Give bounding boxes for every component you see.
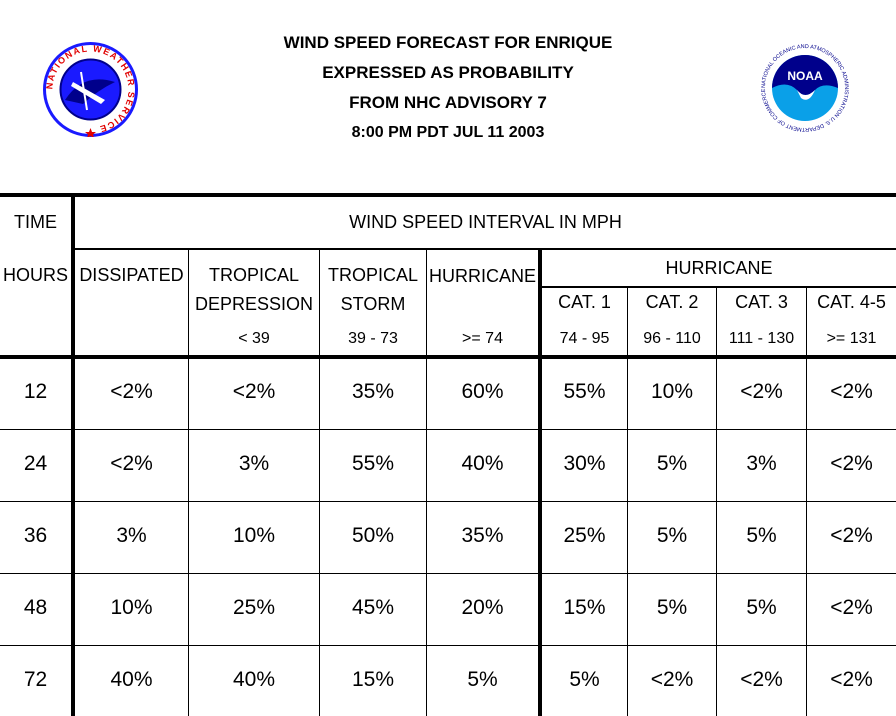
table-cell: 20% [461,596,504,619]
svg-text:NOAA: NOAA [787,69,823,83]
table-cell: 5% [746,596,777,619]
header-ts-range: 39 - 73 [348,330,398,347]
table-cell: <2% [830,596,873,619]
table-cell: 5% [467,668,498,691]
header-ts-line2: STORM [340,294,406,314]
table-cell: <2% [650,668,694,691]
header-hurricane-group: HURRICANE [665,258,773,278]
row-divider-2 [0,501,896,502]
col-divider-time [71,193,75,716]
header-td-range: < 39 [238,330,270,347]
table-cell: 5% [746,524,777,547]
table-cell: 3% [238,452,270,475]
table-cell: 55% [563,380,606,403]
col-divider-6 [716,287,717,716]
header-hurricane-range: >= 74 [462,330,503,347]
col-divider-hurricane [538,249,542,716]
row-divider-4 [0,645,896,646]
table-cell: 10% [110,596,153,619]
table-cell: 30% [563,452,606,475]
header-cat1: CAT. 1 [558,292,611,312]
table-cell: 25% [232,596,276,619]
header-cat2: CAT. 2 [645,292,699,312]
row-hours: 24 [23,452,48,475]
header-divider [72,248,896,250]
table-cell: 5% [569,668,600,691]
header-cat3-range: 111 - 130 [728,330,795,347]
table-cell: 3% [116,524,147,547]
header-cat3: CAT. 3 [735,292,788,312]
row-divider-1 [0,429,896,430]
table-cell: 35% [461,524,504,547]
row-divider-3 [0,573,896,574]
col-divider-5 [627,287,628,716]
title-line-1: WIND SPEED FORECAST FOR ENRIQUE [283,33,613,52]
table-cell: 40% [110,668,153,691]
title-line-2: EXPRESSED AS PROBABILITY [322,63,574,82]
table-cell: 10% [232,524,276,547]
table-cell: 40% [232,668,276,691]
header-td-line2: DEPRESSION [194,294,314,314]
header-cat45: CAT. 4-5 [817,292,886,312]
hurricane-group-divider [540,286,896,288]
table-cell: 55% [351,452,395,475]
table-cell: <2% [830,668,873,691]
header-td-line1: TROPICAL [208,265,300,285]
header-cat45-range: >= 131 [826,330,877,347]
title-line-4: 8:00 PM PDT JUL 11 2003 [351,124,545,141]
header-dissipated: DISSIPATED [79,265,184,285]
table-top-border [0,193,896,197]
nws-logo-icon: NATIONAL WEATHER SERVICE [43,42,138,137]
header-cat2-range: 96 - 110 [643,330,701,347]
row-hours: 12 [23,380,48,403]
header-ts-line1: TROPICAL [327,265,419,285]
row-hours: 48 [23,596,48,619]
table-cell: <2% [830,380,873,403]
title-line-3: FROM NHC ADVISORY 7 [349,93,547,112]
table-cell: 40% [461,452,504,475]
row-hours: 36 [23,524,48,547]
col-divider-1 [188,249,189,716]
table-cell: 15% [351,668,395,691]
row-hours: 72 [23,668,48,691]
table-cell: 25% [563,524,606,547]
header-bottom-border [0,355,896,359]
table-cell: <2% [830,452,873,475]
col-divider-3 [426,249,427,716]
table-cell: <2% [110,452,153,475]
noaa-logo-icon: NATIONAL OCEANIC AND ATMOSPHERIC ADMINIS… [757,40,853,136]
table-cell: 35% [351,380,395,403]
table-cell: <2% [740,380,783,403]
header-time: TIME [14,212,57,232]
table-cell: 45% [351,596,395,619]
table-cell: 3% [746,452,777,475]
header-cat1-range: 74 - 95 [559,330,610,347]
table-cell: 5% [656,596,688,619]
table-cell: 10% [650,380,694,403]
table-cell: <2% [740,668,783,691]
table-cell: <2% [232,380,276,403]
header-hours: HOURS [2,265,68,285]
table-cell: 5% [656,452,688,475]
table-cell: 15% [563,596,606,619]
table-cell: 50% [351,524,395,547]
table-cell: 5% [656,524,688,547]
col-divider-2 [319,249,320,716]
col-divider-7 [806,287,807,716]
table-cell: 60% [461,380,504,403]
table-cell: <2% [830,524,873,547]
table-cell: <2% [110,380,153,403]
header-hurricane: HURRICANE [428,266,536,286]
header-interval: WIND SPEED INTERVAL IN MPH [349,212,622,232]
